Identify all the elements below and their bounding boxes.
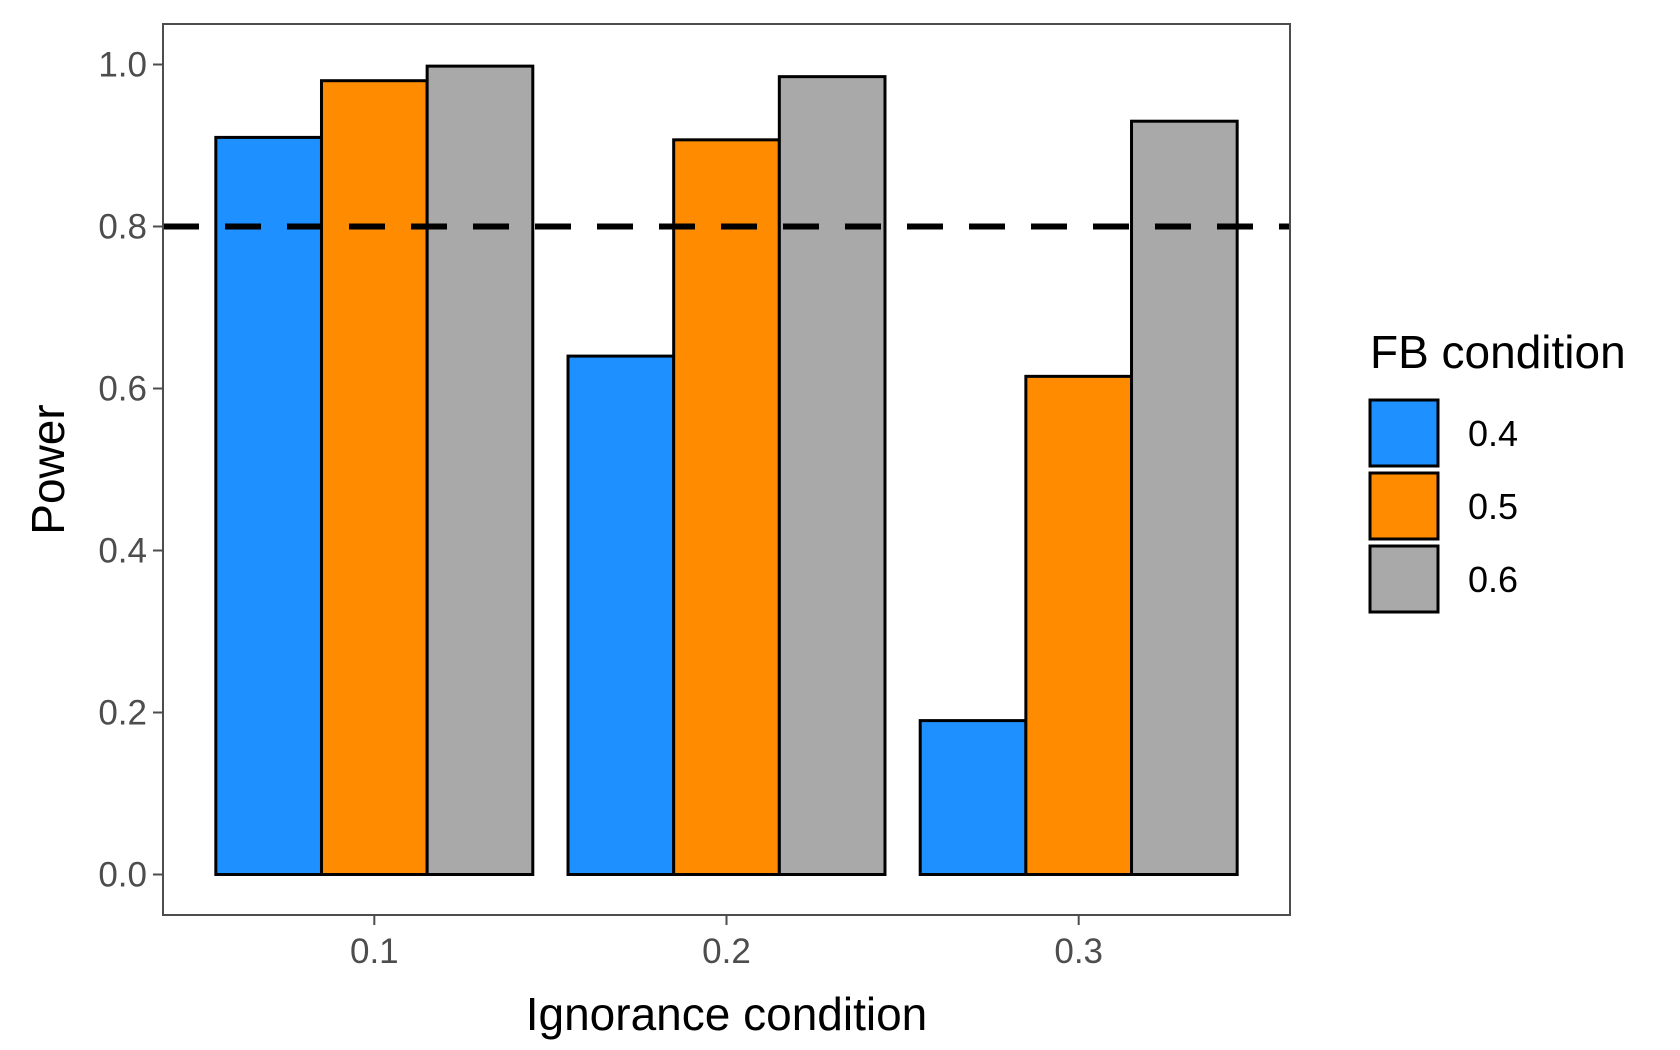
- y-tick-label: 0.8: [98, 208, 147, 247]
- legend-key-0.5: [1368, 471, 1440, 541]
- legend-label: 0.5: [1468, 486, 1518, 527]
- bar-0.2-0.4: [566, 354, 676, 877]
- y-tick-label: 0.0: [98, 856, 147, 895]
- x-tick-label: 0.1: [350, 932, 399, 971]
- legend-label: 0.4: [1468, 413, 1518, 454]
- y-tick-label: 0.4: [98, 532, 147, 571]
- bar-0.3-0.5: [1024, 374, 1134, 876]
- legend-label: 0.6: [1468, 559, 1518, 600]
- legend-key-0.4: [1368, 398, 1440, 468]
- x-tick-label: 0.2: [702, 932, 751, 971]
- bar-0.2-0.5: [672, 138, 781, 876]
- y-tick-label: 1.0: [98, 46, 147, 85]
- y-axis: 0.0 0.2 0.4 0.6 0.8 1.0: [98, 46, 163, 895]
- bar-0.2-0.6: [777, 75, 887, 876]
- x-axis: 0.1 0.2 0.3: [350, 915, 1103, 971]
- y-axis-title: Power: [22, 404, 74, 534]
- bar-0.1-0.5: [319, 79, 429, 876]
- x-tick-label: 0.3: [1054, 932, 1103, 971]
- legend-title: FB condition: [1370, 326, 1626, 378]
- bar-0.3-0.4: [918, 719, 1028, 876]
- legend-key-0.6: [1368, 544, 1440, 614]
- bar-0.1-0.4: [214, 135, 323, 876]
- bar-0.1-0.6: [425, 64, 535, 877]
- y-tick-label: 0.6: [98, 370, 147, 409]
- bars-layer: [214, 64, 1239, 877]
- bar-0.3-0.6: [1130, 119, 1239, 876]
- y-tick-label: 0.2: [98, 694, 147, 733]
- x-axis-title: Ignorance condition: [526, 988, 928, 1040]
- legend: FB condition 0.4 0.5 0.6: [1368, 326, 1626, 614]
